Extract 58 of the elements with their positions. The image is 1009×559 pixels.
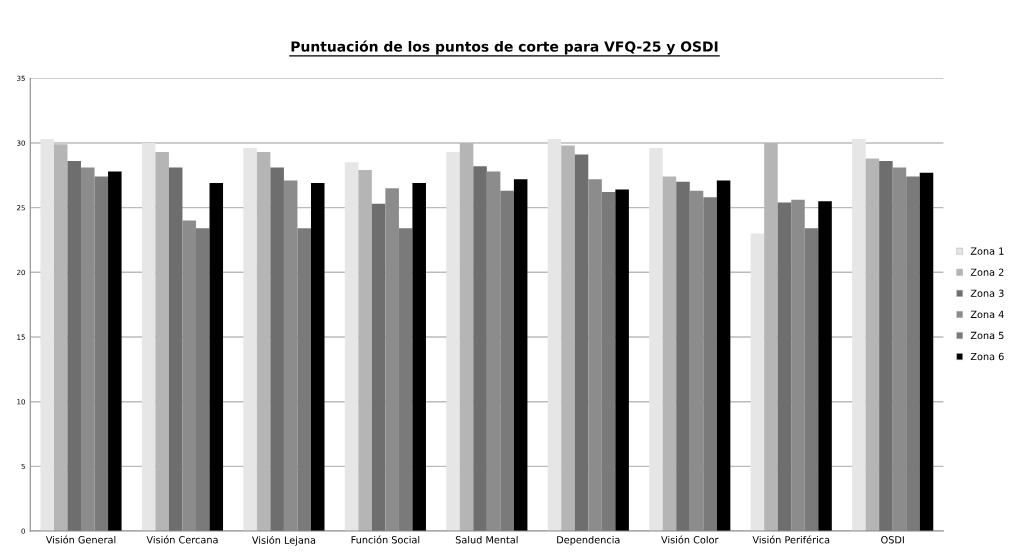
bar [662,176,677,532]
bar [398,228,413,532]
x-tick-label: OSDI [881,536,904,544]
bar [155,152,169,532]
x-tick-label: Dependencia [557,535,620,546]
bar [601,192,616,532]
x-tick-label: Visión Cercana [146,535,218,544]
bar [94,176,109,532]
bar [195,228,210,532]
bar [141,142,156,532]
bar [310,183,325,532]
bar [777,202,792,532]
bar [40,139,54,532]
bar [168,167,183,532]
bar [649,148,663,532]
bar [865,158,880,532]
legend-label: Zona 1 [970,247,1004,255]
bar [513,179,528,532]
bar [804,228,819,532]
x-tick-label: Visión Color [661,535,719,544]
bar [108,171,122,532]
bar [676,181,690,532]
bar [358,170,372,532]
x-tick-label: Visión Lejana [251,535,316,546]
bar [209,183,224,532]
bar [412,183,426,532]
bar [574,154,589,532]
bar [243,148,257,532]
bar [270,167,284,532]
bar [500,190,514,532]
legend-label: Zona 5 [970,331,1004,340]
legend-label: Zona 6 [970,352,1004,361]
bar [703,197,717,532]
bar [547,139,562,532]
bar [906,176,920,532]
bar [344,162,359,532]
legend-label: Zona 3 [970,289,1004,297]
x-tick-label: Visión General [45,535,116,544]
bar [750,233,765,532]
bar [615,189,629,532]
bar [879,161,893,532]
bar [67,161,81,532]
legend-label: Zona 2 [970,268,1004,276]
bar [818,201,832,532]
chart-title: Puntuación de los puntos de corte para VFQ-25 y OSDI [291,40,718,55]
bar [371,203,386,532]
bar [852,139,866,532]
bar [297,228,311,532]
x-tick-label: Salud Mental [455,535,518,544]
x-tick-label: Visión Periférica [752,535,830,544]
bar [919,172,934,532]
bar [446,152,460,532]
bar [256,152,271,532]
bar [473,166,487,532]
bar [561,145,575,532]
bar [716,180,731,532]
x-tick-label: Función Social [351,535,420,544]
legend-label: Zona 4 [970,310,1004,319]
